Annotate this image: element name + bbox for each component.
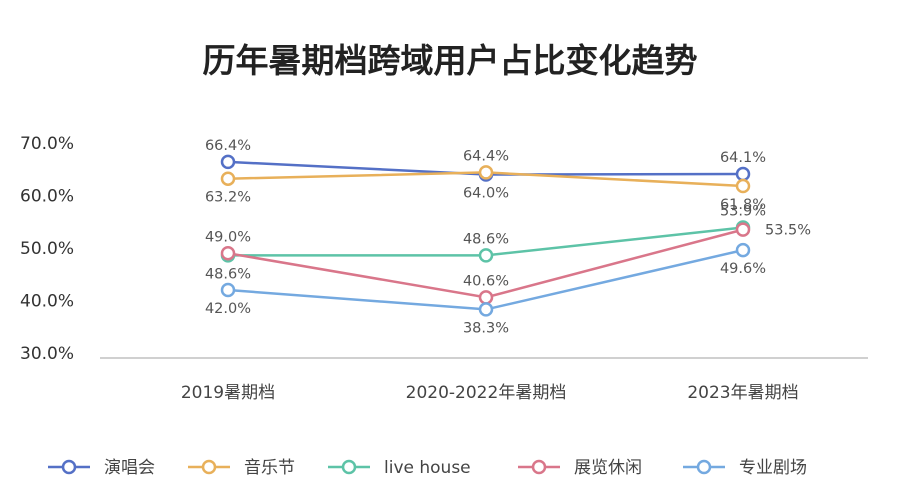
data-label: 49.0% [205,229,251,245]
data-point [478,290,494,305]
legend-item[interactable]: 音乐节 [188,458,295,478]
data-label: 49.6% [720,261,766,277]
series-markers [220,154,751,317]
y-tick-label: 50.0% [20,239,74,259]
legend-label: 专业剧场 [739,458,807,478]
legend: 演唱会 音乐节 live house 展览休闲 专业剧场 [48,458,807,478]
x-tick-label: 2023年暑期档 [687,383,798,403]
data-label: 42.0% [205,301,251,317]
legend-marker-icon [201,459,217,475]
data-label: 53.9% [720,204,766,220]
x-tick-label: 2019暑期档 [181,383,275,403]
data-label: 64.1% [720,150,766,166]
data-label: 66.4% [205,138,251,154]
data-point [220,171,236,186]
data-point [220,246,236,261]
data-point [735,166,751,182]
data-point [735,178,751,194]
chart-title: 历年暑期档跨域用户占比变化趋势 [203,41,698,80]
data-point [478,248,494,263]
legend-item[interactable]: live house [328,458,471,478]
legend-marker-icon [531,459,547,475]
legend-label: 演唱会 [104,458,155,478]
data-label: 53.5% [765,223,811,239]
legend-label: 音乐节 [244,458,295,478]
legend-marker-icon [61,459,77,475]
y-axis: 70.0% 60.0% 50.0% 40.0% 30.0% [20,134,74,364]
legend-item[interactable]: 演唱会 [48,458,155,478]
legend-item[interactable]: 展览休闲 [518,458,642,478]
data-label: 40.6% [463,273,509,289]
data-label: 64.0% [463,186,509,202]
data-point [220,282,236,298]
data-point [735,222,751,237]
legend-label: 展览休闲 [574,458,642,478]
data-point [735,242,751,258]
x-tick-label: 2020-2022年暑期档 [406,383,567,403]
y-tick-label: 70.0% [20,134,74,154]
legend-label: live house [384,458,471,478]
legend-marker-icon [341,459,357,475]
y-tick-label: 40.0% [20,292,74,312]
data-label: 64.4% [463,148,509,164]
y-tick-label: 60.0% [20,187,74,207]
data-label: 48.6% [463,231,509,247]
data-labels: 66.4% 64.0% 64.1% 63.2% 64.4% 61.8% 48.6% 48.6%… [205,138,811,337]
data-label: 63.2% [205,190,251,206]
data-point [220,154,236,170]
legend-marker-icon [696,459,712,475]
legend-item[interactable]: 专业剧场 [683,458,807,478]
data-label: 38.3% [463,320,509,336]
data-label: 48.6% [205,266,251,282]
x-axis: 2019暑期档 2020-2022年暑期档 2023年暑期档 [181,383,799,403]
y-tick-label: 30.0% [20,344,74,364]
data-point [478,165,494,180]
data-label: 61.8% [720,197,766,213]
data-point [478,302,494,317]
